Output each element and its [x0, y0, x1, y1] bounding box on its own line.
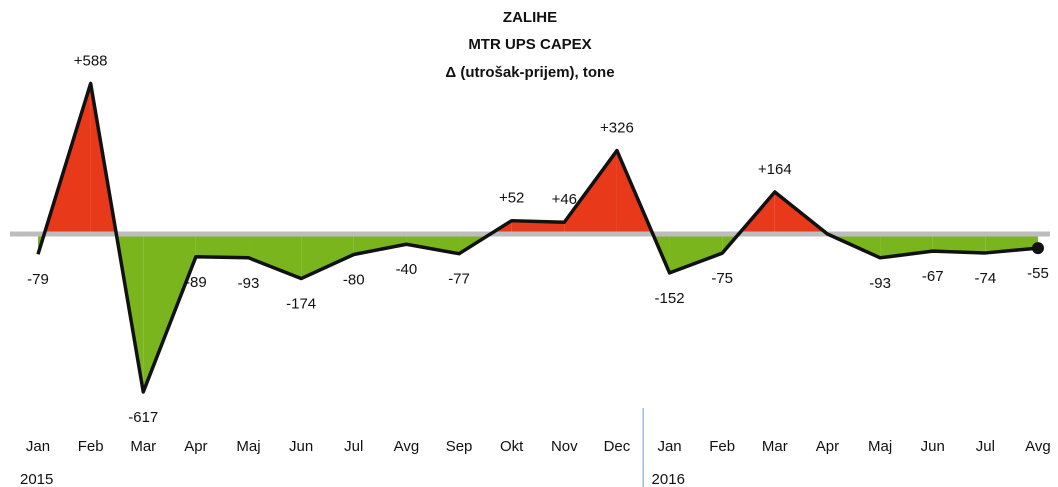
area-fill: [932, 234, 986, 253]
x-tick-label: Jul: [976, 438, 995, 455]
data-label: +164: [758, 161, 792, 178]
data-label: -617: [128, 409, 158, 426]
area-fill: [511, 220, 565, 234]
end-marker: [1031, 242, 1044, 255]
data-label: -89: [185, 274, 207, 291]
x-tick-label: Okt: [500, 438, 524, 455]
data-label: +326: [600, 120, 634, 137]
x-tick-label: Avg: [394, 438, 420, 455]
chart-title: ZALIHE: [503, 9, 557, 26]
data-label: -174: [286, 296, 316, 313]
group-label: 2016: [652, 471, 685, 487]
data-label: -80: [343, 271, 365, 288]
data-label: -75: [711, 270, 733, 287]
area-fill: [406, 234, 460, 254]
area-fill: [669, 234, 723, 273]
x-tick-label: Feb: [709, 438, 735, 455]
x-tick-label: Maj: [236, 438, 260, 455]
data-label: -55: [1027, 265, 1049, 282]
x-tick-label: Sep: [446, 438, 473, 455]
x-tick-label: Jul: [344, 438, 363, 455]
data-label: -67: [922, 268, 944, 285]
x-tick-label: Jan: [657, 438, 681, 455]
chart-subtitle: Δ (utrošak-prijem), tone: [445, 64, 614, 81]
data-label: -40: [396, 261, 418, 278]
data-label: -74: [974, 270, 996, 287]
x-tick-label: Jun: [289, 438, 313, 455]
x-tick-label: Jun: [921, 438, 945, 455]
area-fill: [248, 234, 302, 279]
data-label: -93: [869, 275, 891, 292]
data-label: -93: [238, 275, 260, 292]
chart-subtitle: MTR UPS CAPEX: [468, 36, 591, 53]
data-label: -152: [655, 290, 685, 307]
area-fill: [353, 234, 407, 255]
x-tick-label: Nov: [551, 438, 578, 455]
data-label: +46: [552, 191, 577, 208]
area-fill: [301, 234, 354, 279]
data-label: +588: [74, 52, 108, 69]
x-tick-label: Maj: [868, 438, 892, 455]
x-tick-label: Feb: [78, 438, 104, 455]
line: [36, 81, 1039, 394]
x-tick-label: Jan: [26, 438, 50, 455]
x-tick-label: Mar: [130, 438, 156, 455]
x-tick-label: Mar: [762, 438, 788, 455]
group-label: 2015: [20, 471, 53, 487]
x-tick-label: Dec: [604, 438, 631, 455]
data-label: -77: [448, 271, 470, 288]
x-tick-label: Avg: [1025, 438, 1051, 455]
x-tick-label: Apr: [816, 438, 839, 455]
area-fill: [195, 234, 249, 258]
x-tick-label: Apr: [184, 438, 207, 455]
area-fill: [143, 234, 196, 392]
data-label: +52: [499, 190, 524, 207]
data-label: -79: [27, 271, 49, 288]
